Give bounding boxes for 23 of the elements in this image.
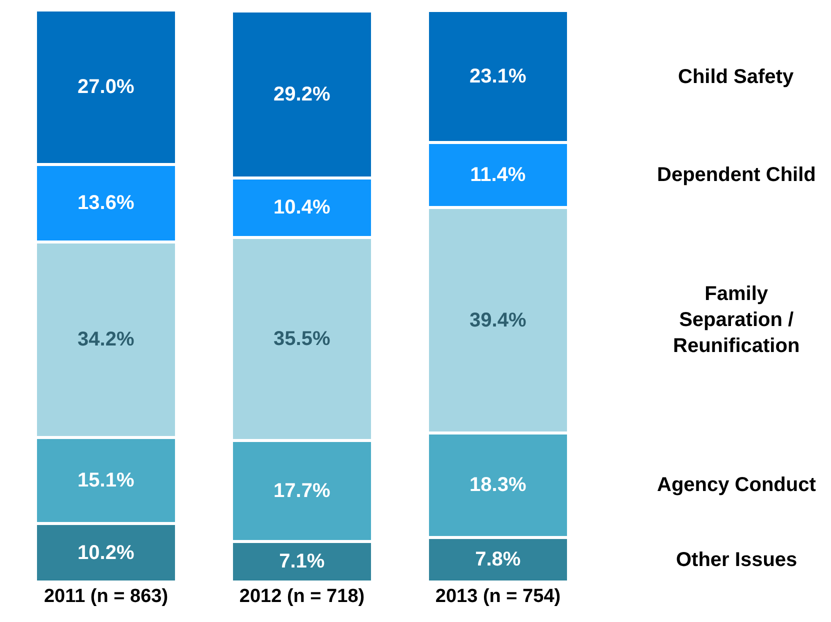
data-label: 23.1% xyxy=(470,66,526,88)
text: Family Separation / Reunification xyxy=(673,283,800,357)
data-label: 7.1% xyxy=(279,550,325,573)
data-label: 18.3% xyxy=(470,474,526,496)
data-label: 10.4% xyxy=(274,196,330,219)
data-label: 11.4% xyxy=(470,164,526,186)
data-label: 10.2% xyxy=(78,542,134,564)
data-label: 29.2% xyxy=(274,84,330,106)
data-label: 27.0% xyxy=(78,76,134,98)
text: Agency Conduct xyxy=(657,474,816,496)
data-label: 17.7% xyxy=(274,480,330,502)
x-tick-label: 2012 (n = 718) xyxy=(239,586,365,607)
data-label: 35.5% xyxy=(274,328,330,350)
text: Other Issues xyxy=(676,549,798,571)
text: Child Safety xyxy=(678,66,794,88)
data-label: 15.1% xyxy=(78,470,134,492)
data-label: 39.4% xyxy=(470,309,526,332)
data-label: 34.2% xyxy=(78,328,134,351)
text: Dependent Child xyxy=(657,164,816,186)
x-tick-label: 2011 (n = 863) xyxy=(44,586,168,607)
x-tick-label: 2013 (n = 754) xyxy=(435,586,561,607)
data-label: 13.6% xyxy=(78,192,134,214)
data-label: 7.8% xyxy=(475,548,521,571)
